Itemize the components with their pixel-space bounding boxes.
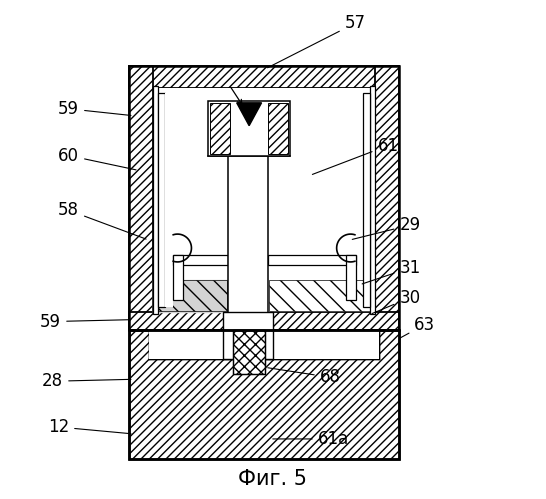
Text: 61a: 61a: [273, 430, 349, 448]
Bar: [269, 280, 375, 311]
Bar: [153, 280, 227, 311]
Text: 68: 68: [268, 368, 341, 386]
Text: 29: 29: [352, 216, 420, 240]
Text: 61: 61: [312, 137, 399, 175]
Text: 59: 59: [40, 312, 131, 331]
Text: 30: 30: [372, 289, 420, 313]
Bar: [210, 103, 230, 154]
Bar: [376, 66, 399, 329]
Text: 28: 28: [42, 372, 131, 390]
Text: 12: 12: [48, 418, 131, 436]
Text: 58: 58: [58, 201, 146, 239]
Bar: [233, 329, 265, 374]
Polygon shape: [237, 103, 262, 126]
Bar: [129, 329, 399, 459]
Bar: [268, 103, 288, 154]
Bar: [164, 93, 173, 307]
Bar: [129, 66, 399, 88]
Bar: [228, 156, 268, 319]
Bar: [129, 312, 399, 329]
Bar: [149, 329, 379, 359]
Bar: [149, 329, 379, 359]
Text: Фиг. 5: Фиг. 5: [239, 469, 307, 489]
Bar: [129, 66, 153, 329]
Bar: [129, 66, 399, 329]
Bar: [209, 101, 290, 156]
Bar: [268, 255, 355, 265]
Polygon shape: [153, 280, 228, 312]
Bar: [153, 88, 376, 312]
Bar: [346, 255, 355, 300]
Bar: [129, 329, 399, 459]
Bar: [158, 93, 164, 307]
Bar: [223, 312, 273, 359]
Bar: [233, 329, 265, 374]
Text: 60: 60: [58, 147, 136, 170]
Text: 59: 59: [58, 100, 131, 118]
Text: 31: 31: [362, 259, 420, 284]
Bar: [173, 255, 182, 300]
Bar: [364, 93, 370, 307]
Bar: [153, 86, 158, 314]
Text: 63: 63: [400, 315, 435, 338]
Text: 57: 57: [268, 14, 366, 68]
Bar: [173, 255, 228, 265]
Bar: [370, 86, 376, 314]
